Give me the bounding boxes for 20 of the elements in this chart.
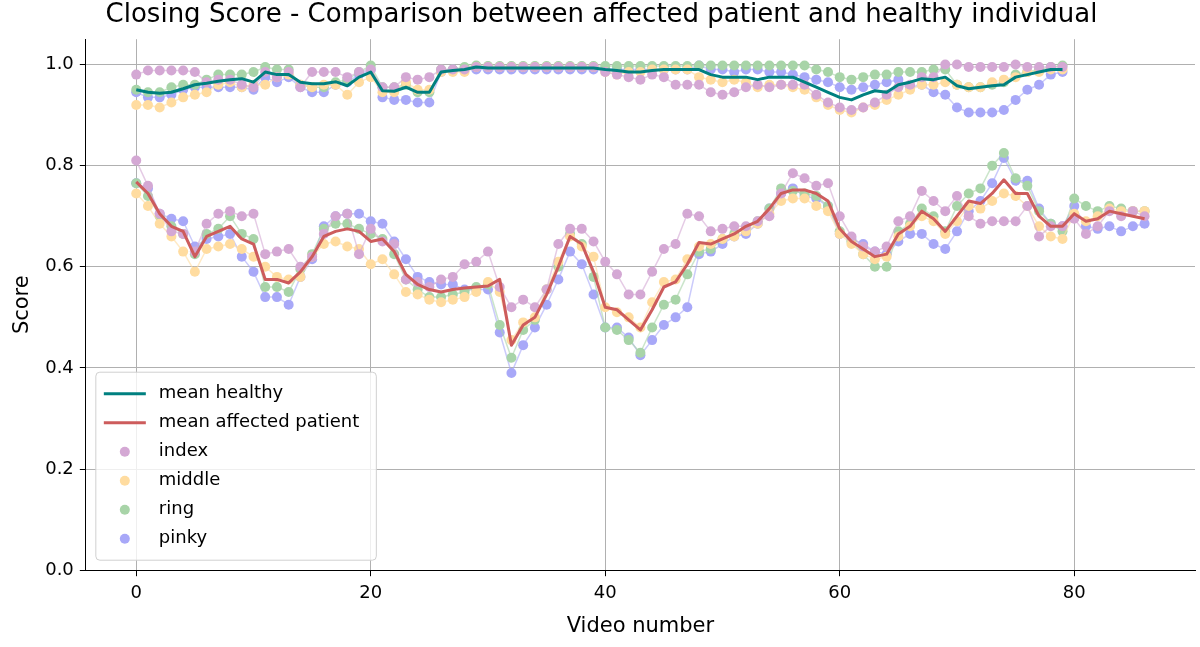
legend-label: ring [158, 497, 195, 519]
legend-label: mean healthy [158, 381, 284, 403]
y-tick-label: 0.0 [45, 557, 74, 579]
legend-label: index [158, 439, 209, 461]
y-tick-label: 0.2 [45, 456, 74, 478]
x-tick-label: 80 [1062, 580, 1086, 602]
x-tick-label: 0 [130, 580, 142, 602]
y-axis-title: Score [9, 275, 34, 335]
legend-label: mean affected patient [158, 410, 360, 432]
legend-label: middle [158, 468, 221, 490]
chart-title: Closing Score - Comparison between affected patient and healthy individual [105, 0, 1098, 29]
x-axis-title: Video number [566, 612, 715, 637]
y-tick-label: 0.4 [45, 355, 74, 377]
legend-label: pinky [158, 526, 208, 548]
x-tick-label: 20 [359, 580, 383, 602]
y-tick-label: 0.8 [45, 153, 74, 175]
x-tick-label: 40 [593, 580, 617, 602]
y-tick-label: 0.6 [45, 254, 74, 276]
x-tick-label: 60 [828, 580, 852, 602]
y-tick-label: 1.0 [45, 52, 74, 74]
